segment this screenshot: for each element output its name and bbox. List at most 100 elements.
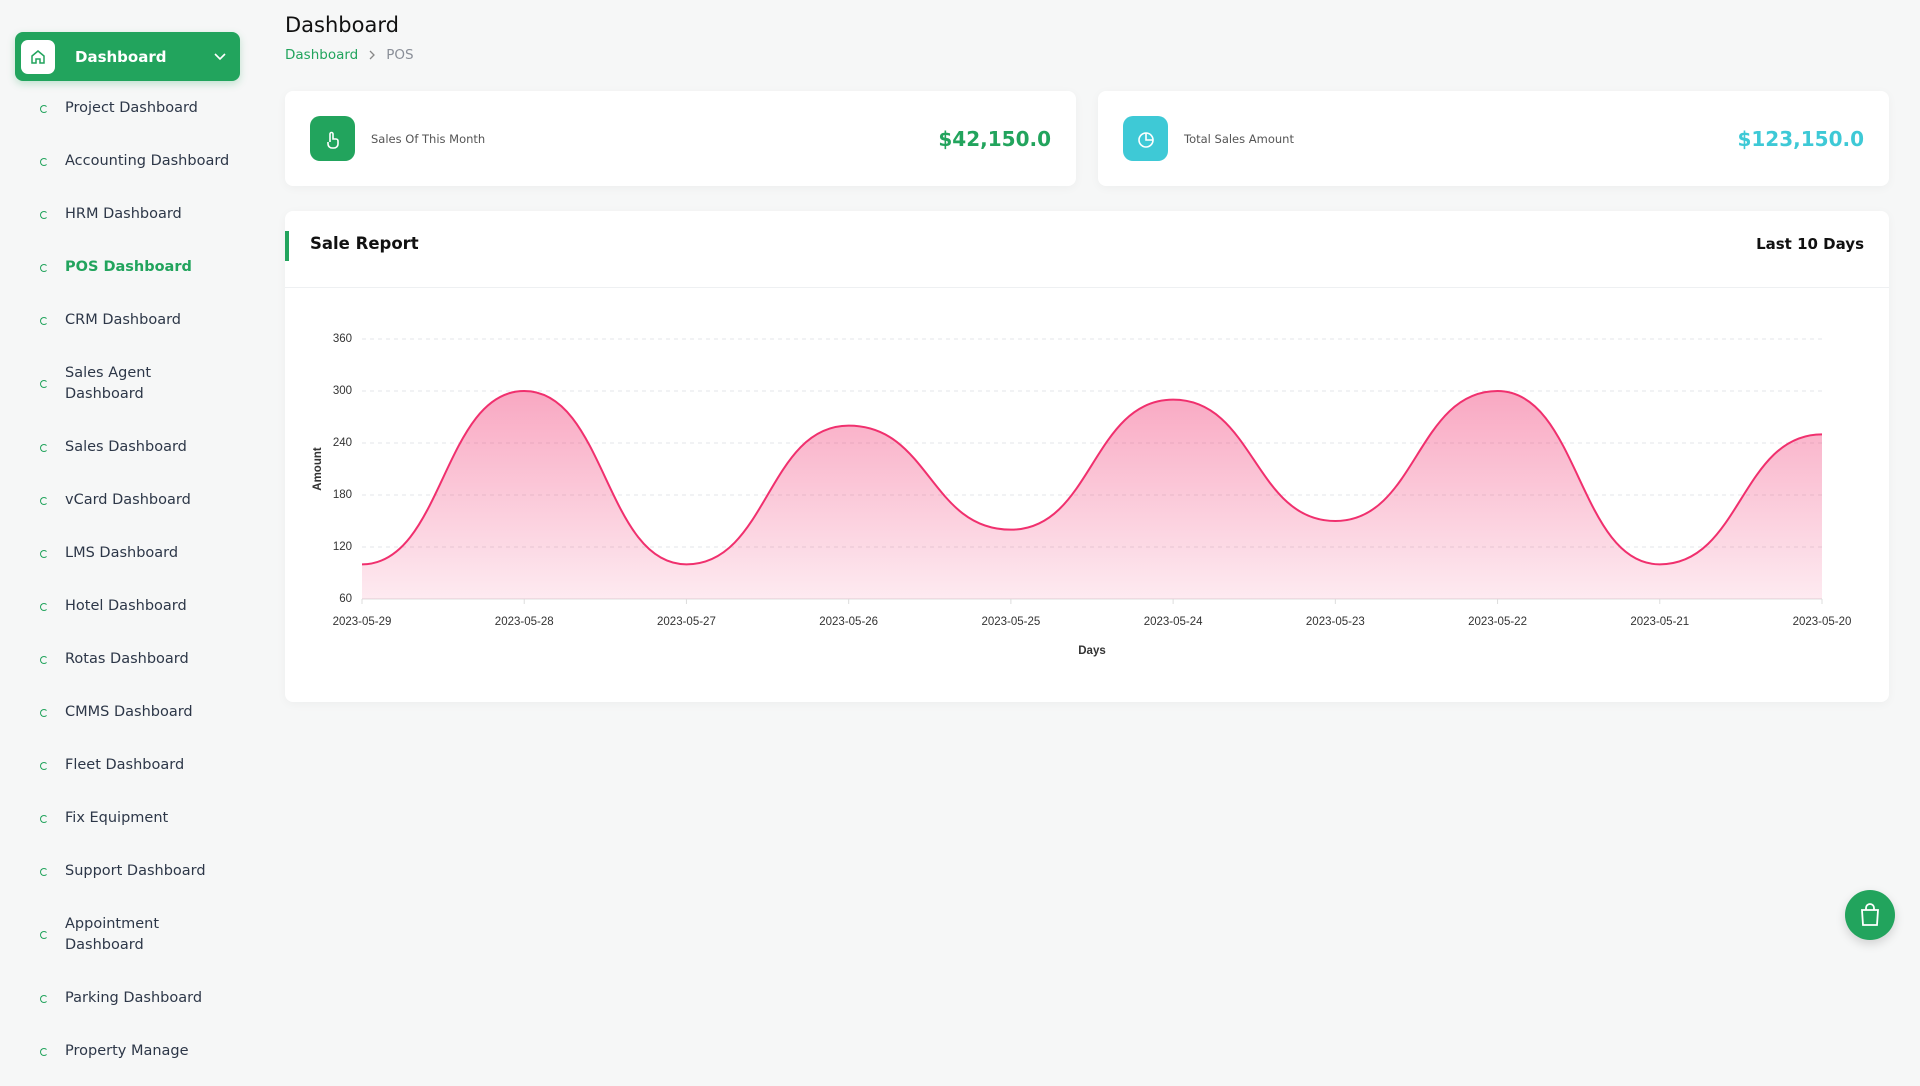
menu-item[interactable]: Appointment Dashboard xyxy=(0,906,252,964)
menu-bullet xyxy=(40,931,48,939)
breadcrumb-link[interactable]: Dashboard xyxy=(285,47,359,63)
page-title: Dashboard xyxy=(285,13,399,37)
menu-bullet xyxy=(40,549,48,558)
x-tick-label: 2023-05-26 xyxy=(819,616,878,628)
sidebar: Dashboard Project Dashboard Accounting Da… xyxy=(0,0,252,1059)
menu-bullet xyxy=(40,157,48,166)
menu-label: CRM Dashboard xyxy=(65,312,181,328)
stat-value: $42,150.0 xyxy=(938,126,1051,151)
menu-item[interactable]: Sales Agent Dashboard xyxy=(0,355,252,413)
menu-bullet xyxy=(40,263,48,272)
y-axis-title: Amount xyxy=(312,447,324,491)
menu-label: Rotas Dashboard xyxy=(65,651,189,667)
y-tick-label: 360 xyxy=(333,333,352,345)
y-tick-label: 120 xyxy=(333,541,352,553)
stat-glyph xyxy=(1137,131,1154,148)
menu-item[interactable]: Project Dashboard xyxy=(0,90,252,127)
x-tick-label: 2023-05-22 xyxy=(1468,616,1527,628)
menu-bullet xyxy=(40,708,48,717)
breadcrumb-current: POS xyxy=(386,47,414,63)
menu-item[interactable]: POS Dashboard xyxy=(0,249,252,286)
menu-item[interactable]: Hotel Dashboard xyxy=(0,588,252,625)
menu-item[interactable]: Property Manage xyxy=(0,1033,252,1070)
home-glyph xyxy=(31,49,45,64)
menu-label: Appointment Dashboard xyxy=(65,916,160,953)
chart-filter[interactable]: Last 10 Days xyxy=(1756,235,1864,253)
menu-label: Sales Agent Dashboard xyxy=(65,365,152,402)
x-tick-label: 2023-05-28 xyxy=(495,616,554,628)
menu-label: Fix Equipment xyxy=(65,810,169,826)
chart-card: Sale Report Last 10 Days 60 120 180 240 300 3… xyxy=(285,211,1889,702)
menu-label: Hotel Dashboard xyxy=(65,598,187,614)
menu-bullet xyxy=(40,867,48,876)
menu-title: Dashboard xyxy=(75,47,167,66)
menu-bullet xyxy=(40,316,48,325)
menu-item[interactable]: HRM Dashboard xyxy=(0,196,252,233)
cart-button[interactable] xyxy=(1845,890,1895,940)
menu-label: Fleet Dashboard xyxy=(65,757,185,773)
x-tick-label: 2023-05-25 xyxy=(981,616,1040,628)
page-body: {"sidebar": {"menu_title": "Dashboard", … xyxy=(0,0,1895,1059)
y-tick-label: 60 xyxy=(339,593,352,605)
menu-label: POS Dashboard xyxy=(65,259,192,275)
menu-bullet xyxy=(40,994,48,1003)
menu-label: vCard Dashboard xyxy=(65,492,191,508)
y-tick-label: 300 xyxy=(333,385,352,397)
stat-icon xyxy=(310,116,355,161)
menu-item[interactable]: Rotas Dashboard xyxy=(0,641,252,678)
menu-label: CMMS Dashboard xyxy=(65,704,193,720)
menu-label: Parking Dashboard xyxy=(65,990,203,1006)
x-tick-label: 2023-05-24 xyxy=(1144,616,1203,628)
page: POS Dashboard html, body { margin: 0; pa… xyxy=(0,0,1895,1059)
menu-item[interactable]: CMMS Dashboard xyxy=(0,694,252,731)
menu-bullet xyxy=(40,655,48,664)
x-tick-label: 2023-05-29 xyxy=(333,616,392,628)
home-icon xyxy=(21,39,55,74)
menu-item[interactable]: Accounting Dashboard xyxy=(0,143,252,180)
menu-bullet xyxy=(40,443,48,452)
menu-header[interactable]: Dashboard xyxy=(15,32,240,81)
menu-item[interactable]: Fleet Dashboard xyxy=(0,747,252,784)
stat-glyph xyxy=(326,131,339,149)
chart: 60 120 180 240 300 360 2023-05-29 2023-05-28 202… xyxy=(312,333,1852,657)
stat-card: Total Sales Amount $123,150.0 xyxy=(1098,91,1889,186)
stat-card: Sales Of This Month $42,150.0 xyxy=(285,91,1076,186)
x-tick-label: 2023-05-20 xyxy=(1793,616,1852,628)
menu-item[interactable]: Support Dashboard xyxy=(0,853,252,890)
breadcrumb-separator xyxy=(369,50,376,60)
breadcrumb: Dashboard POS xyxy=(285,47,414,63)
menu: Project Dashboard Accounting Dashboard HRM… xyxy=(0,90,252,1086)
stat-label: Total Sales Amount xyxy=(1184,131,1294,146)
cart-icon xyxy=(1861,903,1879,926)
menu-label: Property Manage xyxy=(65,1043,189,1059)
area-fill xyxy=(362,391,1822,599)
y-tick-label: 240 xyxy=(333,437,352,449)
chart-header: Sale Report Last 10 Days xyxy=(285,211,1889,288)
menu-label: Project Dashboard xyxy=(65,100,198,116)
menu-label: Accounting Dashboard xyxy=(65,153,230,169)
menu-item[interactable]: CRM Dashboard xyxy=(0,302,252,339)
accent-bar xyxy=(285,231,289,261)
menu-bullet xyxy=(40,602,48,611)
menu-bullet xyxy=(40,104,48,113)
menu-bullet xyxy=(40,496,48,505)
stat-icon xyxy=(1123,116,1168,161)
chart-title: Sale Report xyxy=(310,234,419,253)
stat-label: Sales Of This Month xyxy=(371,131,486,146)
stat-value: $123,150.0 xyxy=(1737,126,1864,151)
menu-bullet xyxy=(40,380,48,388)
menu-label: HRM Dashboard xyxy=(65,206,182,222)
chevron xyxy=(214,52,226,60)
menu-item[interactable]: Sales Dashboard xyxy=(0,429,252,466)
area-line xyxy=(361,389,1823,566)
menu-label: LMS Dashboard xyxy=(65,545,179,561)
menu-item[interactable]: Parking Dashboard xyxy=(0,980,252,1017)
menu-item[interactable]: Fix Equipment xyxy=(0,800,252,837)
menu-bullet xyxy=(40,814,48,823)
x-axis-title: Days xyxy=(1078,645,1106,657)
menu-item[interactable]: LMS Dashboard xyxy=(0,535,252,572)
menu-item[interactable]: vCard Dashboard xyxy=(0,482,252,519)
menu-label: Sales Dashboard xyxy=(65,439,187,455)
y-tick-label: 180 xyxy=(333,489,352,501)
menu-bullet xyxy=(40,210,48,219)
